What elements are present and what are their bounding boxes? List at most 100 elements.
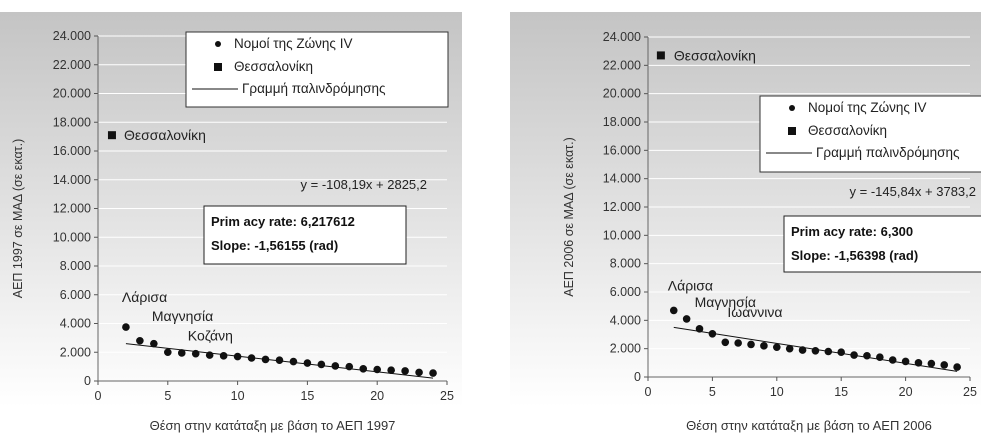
y-tick-label: 22.000 [53,58,91,72]
point-label: Λάρισα [668,277,713,293]
legend-box [759,95,981,173]
legend-label: Νομοί της Ζώνης IV [808,100,926,115]
data-point-zone-iv [721,338,730,347]
data-point-zone-iv [401,367,409,375]
data-point-zone-iv [331,362,340,370]
data-point-zone-iv [177,349,186,357]
data-point-zone-iv [708,329,717,338]
data-point-zone-iv [888,356,897,364]
legend-label: Νομοί της Ζώνης IV [234,36,352,51]
x-tick-label: 0 [95,389,102,403]
legend-label: Θεσσαλονίκη [808,123,887,138]
data-point-zone-iv [415,368,423,377]
y-tick-label: 16.000 [603,143,641,157]
y-tick-label: 8.000 [610,257,641,271]
y-tick-label: 24.000 [53,29,91,43]
x-tick-label: 15 [300,389,314,403]
legend-label: Θεσσαλονίκη [234,59,313,74]
y-tick-label: 6.000 [610,285,641,299]
data-point-zone-iv [785,344,794,353]
y-tick-label: 12.000 [53,202,91,216]
y-tick-label: 2.000 [610,342,641,356]
data-point-zone-iv [345,362,354,371]
data-point-zone-iv [261,355,270,364]
point-label: Μαγνησία [152,308,213,324]
data-point-zone-iv [837,348,845,357]
legend-symbol-diamond [215,41,221,47]
legend-label: Γραμμή παλινδρόμησης [242,81,386,96]
legend-symbol-diamond [789,105,795,111]
x-tick-label: 5 [164,389,171,403]
chart-panel-2: 0 2.000 4.000 6.000 8.000 10.000 12.000 14.000 1… [510,12,981,433]
x-tick-label: 0 [645,385,652,399]
data-point-zone-iv [164,348,172,357]
data-point-zone-iv [747,340,755,349]
data-point-zone-iv [136,336,144,345]
y-tick-label: 8.000 [60,259,91,273]
data-point-zone-iv [122,323,130,331]
data-point-zone-iv [876,353,884,361]
data-point-zone-iv [275,356,284,364]
y-tick-label: 14.000 [603,172,641,186]
y-tick-label: 0 [84,374,91,388]
data-point-thessaloniki [656,51,665,60]
chart-panel-1: 0 2.000 4.000 6.000 8.000 10.000 12.000 14.000 1… [0,12,462,433]
y-axis-title: ΑΕΠ 1997 σε ΜΑΔ (σε εκατ.) [11,139,25,299]
y-axis-title: ΑΕΠ 2006 σε ΜΑΔ (σε εκατ.) [562,137,576,297]
data-point-zone-iv [773,343,781,352]
y-tick-label: 4.000 [60,317,91,331]
point-label: Μαγνησία [695,294,756,310]
slope-text: Slope: -1,56155 (rad) [211,238,338,253]
data-point-zone-iv [863,351,871,360]
x-tick-label: 15 [834,385,848,399]
y-tick-label: 18.000 [603,115,641,129]
data-point-zone-iv [914,359,923,367]
x-tick-label: 10 [770,385,784,399]
data-point-zone-iv [850,351,858,359]
y-tick-label: 2.000 [60,345,91,359]
data-point-zone-iv [303,359,312,367]
legend-symbol-square [214,63,222,71]
regression-equation: y = -108,19x + 2825,2 [301,177,427,192]
data-point-zone-iv [669,306,678,315]
legend-symbol-square [788,127,796,135]
x-tick-label: 25 [440,389,454,403]
y-tick-label: 4.000 [610,313,641,327]
primacy-rate-text: Prim acy rate: 6,217612 [211,214,355,229]
point-label: Κοζάνη [188,327,233,343]
y-tick-label: 0 [634,370,641,384]
y-tick-label: 20.000 [53,87,91,101]
data-point-zone-iv [901,357,910,366]
data-point-zone-iv [247,354,256,362]
legend-box [185,31,449,108]
y-tick-label: 20.000 [603,87,641,101]
y-tick-label: 16.000 [53,144,91,158]
chart-background [510,12,981,407]
y-tick-label: 12.000 [603,200,641,214]
data-point-zone-iv [387,366,395,375]
y-tick-label: 6.000 [60,288,91,302]
data-point-zone-iv [191,349,200,358]
data-point-zone-iv [373,365,382,374]
y-tick-label: 14.000 [53,173,91,187]
data-point-zone-iv [940,361,949,369]
x-axis-title: Θέση στην κατάταξη με βάση το ΑΕΠ 1997 [150,418,396,433]
y-tick-label: 10.000 [603,228,641,242]
stats-box [203,205,407,265]
data-point-zone-iv [359,364,368,373]
point-label: Θεσσαλονίκη [674,47,756,63]
data-point-zone-iv [150,339,158,348]
data-point-thessaloniki [107,131,116,140]
data-point-zone-iv [205,351,214,359]
point-label: Λάρισα [122,289,167,305]
data-point-zone-iv [219,352,228,360]
data-point-zone-iv [233,352,242,361]
point-label: Θεσσαλονίκη [124,127,206,143]
data-point-zone-iv [811,346,820,355]
y-tick-label: 18.000 [53,115,91,129]
data-point-zone-iv [734,339,742,347]
data-point-zone-iv [760,342,768,350]
data-point-zone-iv [927,359,936,368]
y-tick-label: 22.000 [603,58,641,72]
